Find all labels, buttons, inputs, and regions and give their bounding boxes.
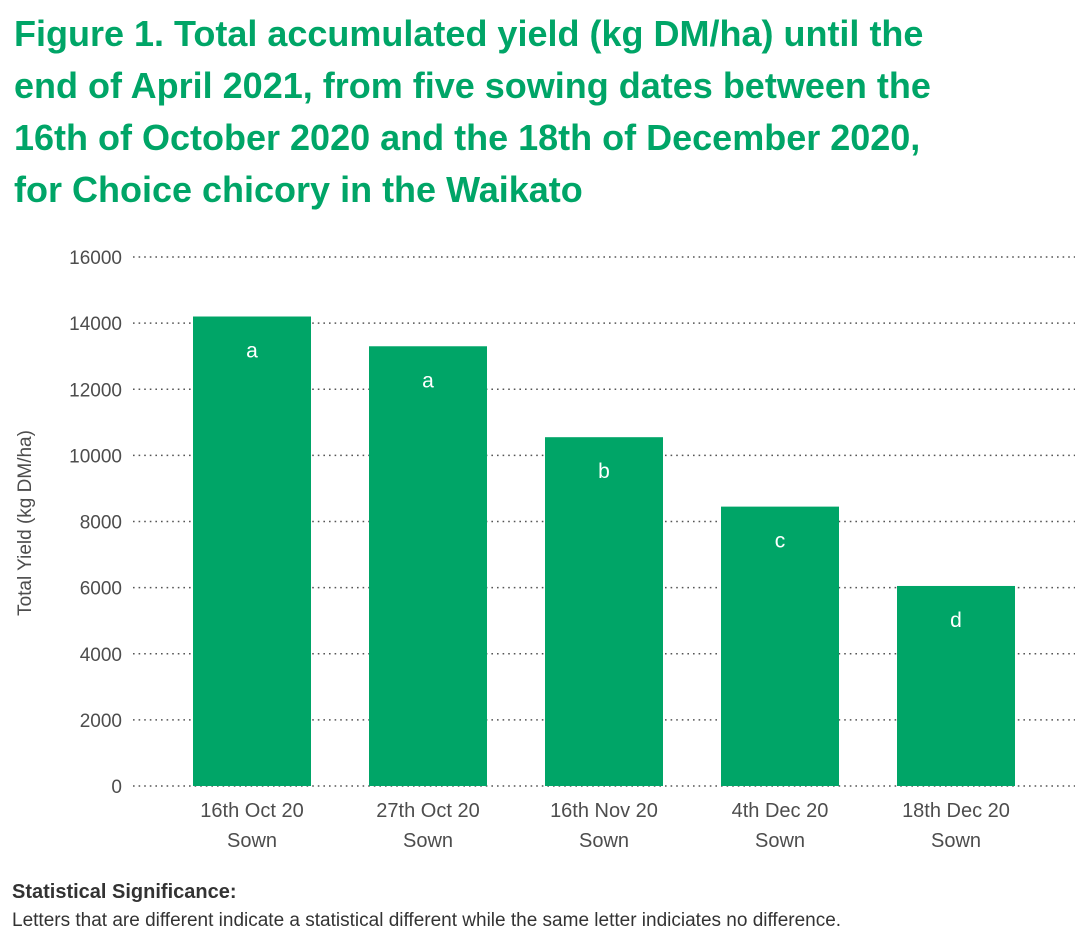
x-tick-label: Sown <box>931 830 981 852</box>
x-tick-label: 16th Oct 20 <box>200 800 303 822</box>
figure-title: Figure 1. Total accumulated yield (kg DM… <box>14 8 1064 216</box>
y-tick-label: 2000 <box>80 711 122 732</box>
figure-title-line: Figure 1. Total accumulated yield (kg DM… <box>14 13 924 54</box>
footnote-body: Letters that are different indicate a st… <box>12 910 842 931</box>
significance-letter: b <box>598 460 610 483</box>
y-tick-labels: 0 2000 4000 6000 8000 10000 12000 14000 16000 <box>69 248 122 798</box>
x-tick-label: Sown <box>579 830 629 852</box>
significance-letter: c <box>775 530 786 553</box>
x-tick-label: Sown <box>227 830 277 852</box>
y-tick-label: 16000 <box>69 248 122 269</box>
y-tick-label: 6000 <box>80 579 122 600</box>
y-tick-label: 12000 <box>69 380 122 401</box>
bars: a a b c d <box>193 316 1015 786</box>
yield-bar-chart: a a b c d 0 2000 4000 6000 8000 10000 12000 14000 16… <box>15 248 1075 852</box>
bar <box>193 316 311 786</box>
footnote-heading: Statistical Significance: <box>12 881 237 903</box>
significance-letter: d <box>950 609 962 632</box>
x-tick-label: Sown <box>755 830 805 852</box>
bar <box>545 437 663 786</box>
y-tick-label: 0 <box>111 777 122 798</box>
y-tick-label: 14000 <box>69 314 122 335</box>
figure-title-line: for Choice chicory in the Waikato <box>14 169 583 210</box>
figure-title-line: end of April 2021, from five sowing date… <box>14 65 931 106</box>
y-tick-label: 10000 <box>69 446 122 467</box>
bar <box>721 506 839 786</box>
x-tick-label: 27th Oct 20 <box>376 800 479 822</box>
x-tick-label: Sown <box>403 830 453 852</box>
bar <box>369 346 487 786</box>
x-tick-label: 16th Nov 20 <box>550 800 658 822</box>
x-tick-label: 18th Dec 20 <box>902 800 1010 822</box>
significance-letter: a <box>422 369 434 392</box>
bar <box>897 585 1015 786</box>
significance-letter: a <box>246 340 258 363</box>
y-tick-label: 4000 <box>80 645 122 666</box>
x-tick-labels: 16th Oct 20 Sown 27th Oct 20 Sown 16th Nov 2… <box>200 800 1010 852</box>
figure-title-line: 16th of October 2020 and the 18th of Dec… <box>14 117 921 158</box>
footnote: Statistical Significance: Letters that a… <box>12 878 1072 936</box>
x-tick-label: 4th Dec 20 <box>732 800 829 822</box>
y-axis-label: Total Yield (kg DM/ha) <box>15 430 36 616</box>
y-tick-label: 8000 <box>80 513 122 534</box>
